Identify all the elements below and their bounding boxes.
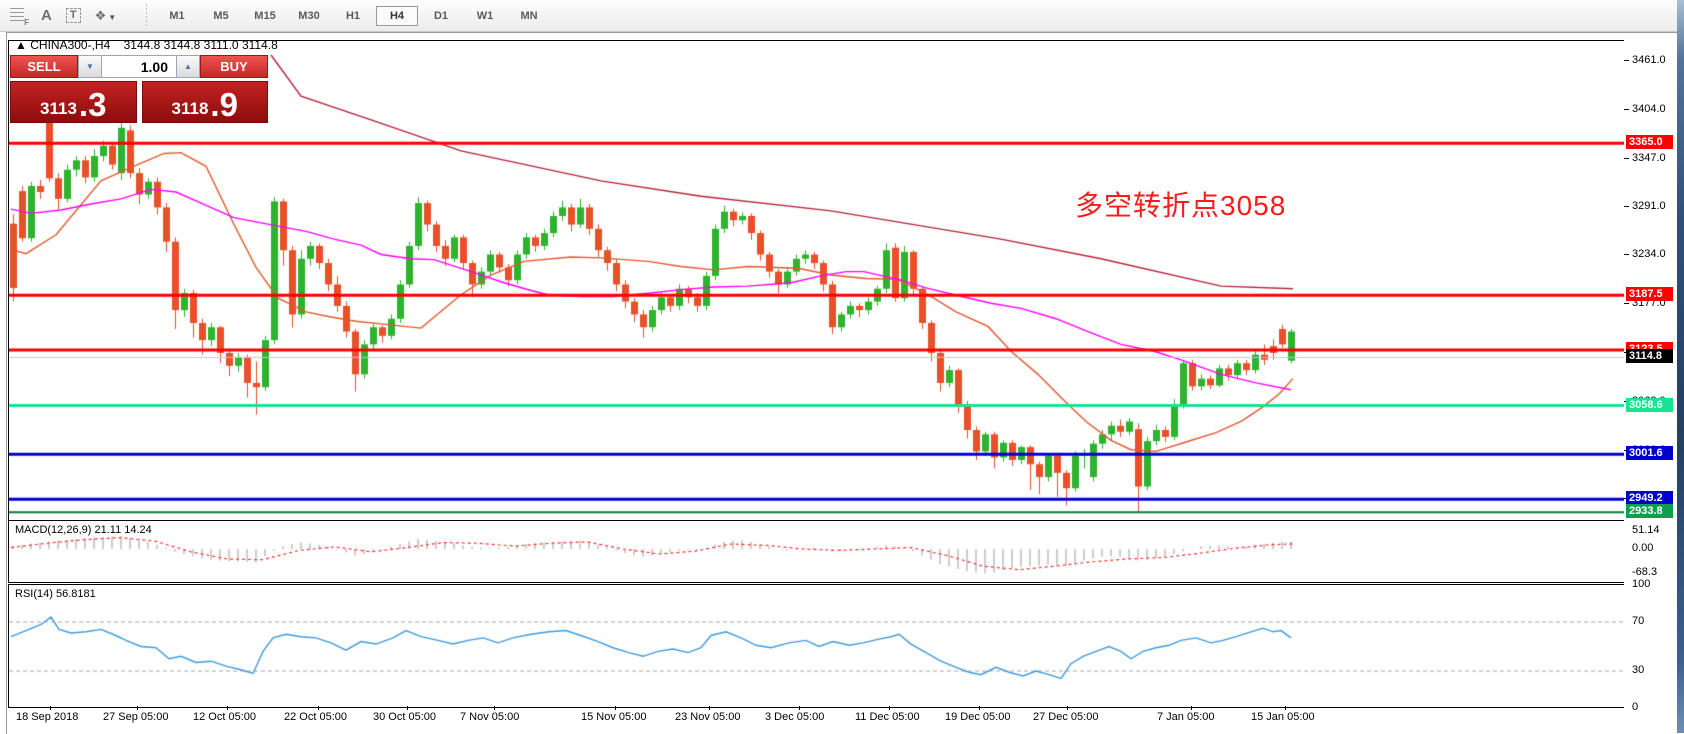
time-axis-label: 27 Dec 05:00 (1033, 711, 1099, 723)
toolbar: A T ❖▼ M1 M5 M15 M30 H1 H4 D1 W1 MN (0, 0, 1677, 32)
main-chart-canvas[interactable] (8, 40, 1625, 521)
time-tick-mark (1067, 706, 1068, 710)
rsi-scale-label: 100 (1632, 578, 1651, 591)
buy-price-display[interactable]: 3118 .9 (141, 81, 268, 123)
rsi-label: RSI(14) 56.8181 (15, 588, 96, 600)
time-axis-label: 11 Dec 05:00 (855, 711, 920, 723)
toolbar-separator (146, 3, 147, 28)
macd-scale-label: -68.3 (1632, 566, 1658, 579)
symbol-timeframe: CHINA300-,H4 (30, 38, 111, 52)
arrows-icon[interactable]: ❖ ▼ (94, 7, 117, 23)
price-level-badge: 3114.8 (1626, 349, 1673, 364)
time-axis-label: 7 Nov 05:00 (460, 711, 520, 723)
timeframe-button-w1[interactable]: W1 (476, 9, 494, 22)
price-level-badge: 3365.0 (1626, 135, 1673, 150)
buy-button[interactable]: BUY (200, 55, 268, 78)
time-axis-label: 7 Jan 05:00 (1157, 711, 1215, 723)
volume-increase-button[interactable]: ▲ (176, 55, 200, 78)
sell-price-frac: .3 (78, 85, 107, 123)
time-tick-mark (318, 706, 319, 710)
time-tick-mark (979, 706, 980, 710)
collapse-arrow-icon[interactable]: ▲ (15, 38, 27, 52)
price-tick-mark (1624, 303, 1629, 305)
buy-price-int: 3118 (171, 98, 209, 118)
time-axis-label: 12 Oct 05:00 (193, 711, 256, 723)
time-tick-mark (1191, 706, 1192, 710)
fibonacci-icon[interactable] (10, 8, 29, 27)
timeframe-button-h1[interactable]: H1 (345, 9, 361, 22)
time-tick-mark (227, 706, 228, 710)
text-icon[interactable]: A (41, 7, 52, 24)
time-tick-mark (889, 706, 890, 710)
price-level-badge: 2933.8 (1626, 504, 1673, 519)
timeframe-button-m30[interactable]: M30 (298, 9, 320, 22)
buy-price-frac: .9 (210, 85, 238, 123)
time-axis-label: 15 Jan 05:00 (1251, 711, 1315, 723)
price-level-badge: 3058.6 (1626, 397, 1673, 412)
one-click-trade-panel: SELL ▼ 1.00 ▲ BUY 3113 .3 3118 .9 (10, 55, 268, 123)
macd-panel-canvas[interactable] (8, 520, 1625, 583)
rsi-scale-label: 30 (1632, 664, 1645, 676)
rsi-panel-canvas[interactable] (8, 584, 1625, 708)
price-tick-label: 3461.0 (1632, 54, 1666, 66)
time-axis-label: 19 Dec 05:00 (945, 711, 1011, 723)
chart-annotation-text[interactable]: 多空转折点3058 (1075, 190, 1287, 221)
volume-input[interactable]: 1.00 (102, 55, 176, 78)
window-edge-strip (1677, 0, 1684, 733)
time-tick-mark (137, 706, 138, 710)
sell-price-int: 3113 (40, 98, 77, 118)
price-tick-label: 3234.0 (1632, 248, 1666, 261)
timeframe-button-m1[interactable]: M1 (169, 9, 185, 22)
price-tick-label: 3291.0 (1632, 199, 1666, 212)
price-tick-mark (1624, 157, 1629, 159)
timeframe-button-h4[interactable]: H4 (376, 5, 418, 26)
sell-price-display[interactable]: 3113 .3 (10, 81, 137, 123)
price-axis[interactable]: 3461.03404.03347.03291.03234.03177.03120… (1624, 33, 1677, 733)
rsi-scale-label: 0 (1632, 700, 1639, 713)
price-tick-mark (1624, 108, 1629, 110)
time-axis-label: 22 Oct 05:00 (284, 711, 347, 723)
time-tick-mark (615, 706, 616, 710)
price-level-badge: 2949.2 (1626, 491, 1673, 506)
drawing-tools: A T ❖▼ (0, 7, 138, 27)
label-icon[interactable]: T (65, 8, 81, 23)
timeframe-button-mn[interactable]: MN (520, 9, 538, 22)
chart-header: ▲ CHINA300-,H4 3144.8 3144.8 3111.0 3114… (15, 38, 278, 52)
price-tick-label: 3404.0 (1632, 102, 1666, 115)
price-tick-mark (1624, 205, 1629, 207)
time-axis-label: 23 Nov 05:00 (675, 711, 741, 723)
time-tick-mark (407, 706, 408, 710)
ohlc-values: 3144.8 3144.8 3111.0 3114.8 (123, 38, 278, 52)
time-axis-label: 30 Oct 05:00 (373, 711, 436, 723)
price-level-badge: 3001.6 (1626, 446, 1673, 461)
price-tick-mark (1624, 254, 1629, 256)
macd-scale-label: 0.00 (1632, 542, 1654, 554)
time-tick-mark (799, 706, 800, 710)
timeframe-button-m5[interactable]: M5 (213, 9, 229, 22)
time-axis[interactable]: 18 Sep 2018 27 Sep 05:00 12 Oct 05:00 22 Oc… (8, 706, 1624, 733)
time-tick-mark (494, 706, 495, 710)
volume-decrease-button[interactable]: ▼ (78, 55, 102, 78)
sell-button[interactable]: SELL (10, 55, 78, 78)
price-level-badge: 3187.5 (1626, 287, 1673, 302)
price-tick-label: 3347.0 (1632, 151, 1666, 164)
time-axis-label: 18 Sep 2018 (16, 711, 79, 723)
macd-label: MACD(12,26,9) 21.11 14.24 (15, 524, 152, 536)
time-axis-label: 27 Sep 05:00 (103, 711, 169, 723)
time-axis-label: 3 Dec 05:00 (765, 711, 825, 723)
time-tick-mark (709, 706, 710, 710)
timeframe-buttons: M1 M5 M15 M30 H1 H4 D1 W1 MN (155, 5, 551, 26)
rsi-scale-label: 70 (1632, 615, 1645, 627)
price-tick-mark (1624, 60, 1629, 61)
time-axis-label: 15 Nov 05:00 (581, 711, 647, 723)
time-tick-mark (50, 706, 51, 710)
chevron-down-icon: ▼ (108, 12, 117, 22)
timeframe-button-m15[interactable]: M15 (254, 9, 276, 22)
macd-scale-label: 51.14 (1632, 523, 1660, 536)
time-tick-mark (1285, 706, 1286, 710)
timeframe-button-d1[interactable]: D1 (433, 9, 449, 22)
